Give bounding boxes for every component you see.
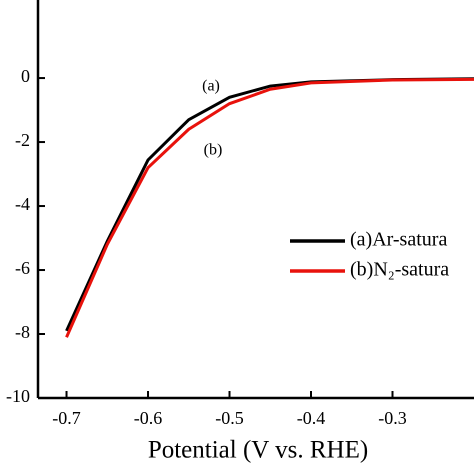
y-tick-label: 0 bbox=[21, 66, 30, 86]
y-tick-label: -6 bbox=[15, 258, 30, 278]
x-tick-label: -0.7 bbox=[52, 408, 81, 428]
legend-label: (a)Ar-satura bbox=[350, 229, 447, 251]
x-axis-label: Potential (V vs. RHE) bbox=[148, 437, 368, 464]
annotation: (a) bbox=[202, 78, 220, 95]
y-tick-label: -10 bbox=[6, 386, 30, 406]
x-tick-label: -0.5 bbox=[215, 408, 244, 428]
y-tick-label: -4 bbox=[15, 194, 30, 214]
line-series bbox=[65, 77, 474, 338]
x-tick-label: -0.4 bbox=[297, 408, 326, 428]
x-tick-label: -0.6 bbox=[134, 408, 163, 428]
legend-label: (b)N₂-satura bbox=[350, 259, 449, 281]
y-tick-label: -8 bbox=[15, 322, 30, 342]
x-tick-label: -0.3 bbox=[378, 408, 407, 428]
y-tick-label: -2 bbox=[15, 130, 30, 150]
annotation: (b) bbox=[204, 142, 223, 159]
